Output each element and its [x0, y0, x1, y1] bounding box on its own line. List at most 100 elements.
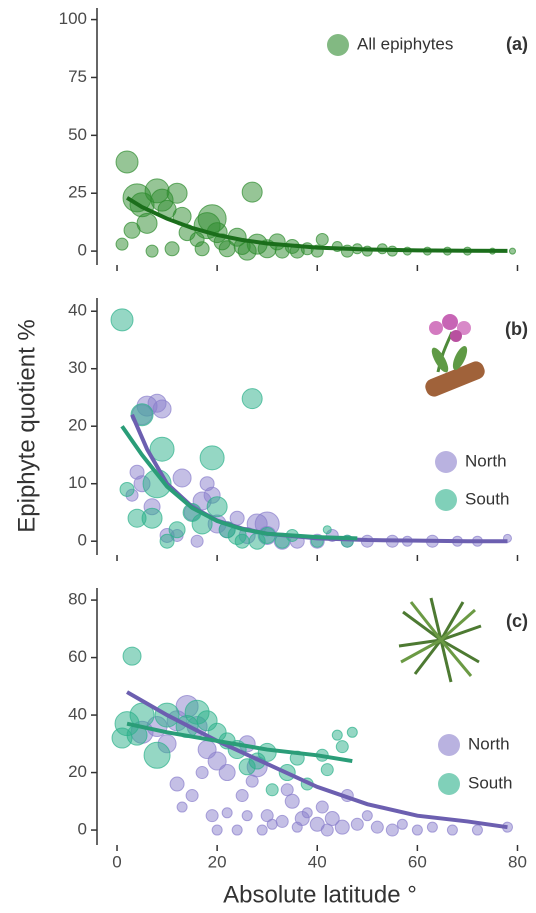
- point: [334, 819, 350, 835]
- y-tick-label: 40: [68, 301, 87, 320]
- y-tick-label: 0: [78, 531, 87, 550]
- point: [320, 763, 334, 777]
- panel-label: (b): [505, 319, 528, 339]
- point: [172, 468, 192, 488]
- point: [119, 481, 135, 497]
- legend-marker: [327, 34, 349, 56]
- point: [164, 241, 180, 257]
- point: [411, 824, 423, 836]
- y-tick-label: 20: [68, 762, 87, 781]
- point: [149, 436, 175, 462]
- point: [346, 726, 358, 738]
- point: [266, 818, 278, 830]
- point: [143, 741, 171, 769]
- x-tick-label: 0: [112, 852, 121, 871]
- point: [284, 793, 300, 809]
- y-tick-label: 0: [78, 241, 87, 260]
- point: [152, 399, 172, 419]
- point: [350, 817, 364, 831]
- point: [199, 445, 225, 471]
- point: [195, 766, 209, 780]
- point: [206, 496, 228, 518]
- point: [218, 764, 236, 782]
- point: [231, 824, 243, 836]
- y-tick-label: 0: [78, 820, 87, 839]
- x-tick-label: 20: [208, 852, 227, 871]
- point: [190, 534, 204, 548]
- point: [168, 521, 186, 539]
- point: [166, 182, 188, 204]
- point: [207, 751, 227, 771]
- point: [234, 533, 250, 549]
- point: [260, 809, 274, 823]
- fit-line: [126, 690, 508, 830]
- point: [256, 824, 268, 836]
- legend-marker: [435, 489, 457, 511]
- point: [115, 150, 139, 174]
- point: [122, 646, 142, 666]
- x-tick-label: 40: [308, 852, 327, 871]
- orchid-illustration: [425, 314, 485, 397]
- point: [145, 244, 159, 258]
- point: [331, 729, 343, 741]
- point: [315, 233, 329, 247]
- point: [335, 740, 349, 754]
- legend-label: All epiphytes: [357, 34, 453, 53]
- point: [241, 181, 263, 203]
- point: [257, 742, 277, 762]
- point: [136, 212, 158, 234]
- point: [324, 811, 340, 827]
- point: [159, 533, 175, 549]
- point: [237, 241, 257, 261]
- point: [211, 824, 223, 836]
- panel-label: (c): [506, 611, 528, 631]
- y-tick-label: 60: [68, 647, 87, 666]
- fern-illustration: [398, 597, 482, 683]
- x-axis-label: Absolute latitude °: [223, 881, 417, 908]
- legend-label: North: [465, 451, 507, 470]
- fit-line: [125, 196, 508, 253]
- point: [315, 800, 329, 814]
- point: [301, 807, 313, 819]
- point: [194, 241, 210, 257]
- point: [426, 821, 438, 833]
- point: [205, 809, 219, 823]
- y-tick-label: 50: [68, 125, 87, 144]
- legend-marker: [438, 734, 460, 756]
- point: [275, 814, 289, 828]
- fit-line: [120, 425, 358, 541]
- point: [322, 525, 332, 535]
- point: [361, 810, 373, 822]
- legend-label: North: [468, 734, 510, 753]
- y-tick-label: 20: [68, 416, 87, 435]
- y-tick-label: 40: [68, 705, 87, 724]
- y-tick-label: 25: [68, 183, 87, 202]
- legend-label: South: [468, 773, 512, 792]
- y-tick-label: 100: [59, 9, 87, 28]
- point: [176, 801, 188, 813]
- point: [265, 783, 279, 797]
- point: [221, 807, 233, 819]
- legend-marker: [438, 773, 460, 795]
- y-axis-label: Epiphyte quotient %: [13, 319, 40, 532]
- y-tick-label: 10: [68, 473, 87, 492]
- x-tick-label: 80: [508, 852, 527, 871]
- point: [235, 789, 249, 803]
- point: [141, 507, 163, 529]
- fit-line: [126, 721, 353, 764]
- point: [185, 789, 199, 803]
- point: [385, 823, 399, 837]
- legend-marker: [435, 451, 457, 473]
- point: [471, 824, 483, 836]
- y-tick-label: 30: [68, 358, 87, 377]
- point: [110, 308, 134, 332]
- point: [115, 237, 129, 251]
- x-tick-label: 60: [408, 852, 427, 871]
- legend-label: South: [465, 489, 509, 508]
- point: [508, 247, 516, 255]
- y-tick-label: 75: [68, 67, 87, 86]
- point: [241, 810, 253, 822]
- point: [446, 824, 458, 836]
- point: [370, 820, 384, 834]
